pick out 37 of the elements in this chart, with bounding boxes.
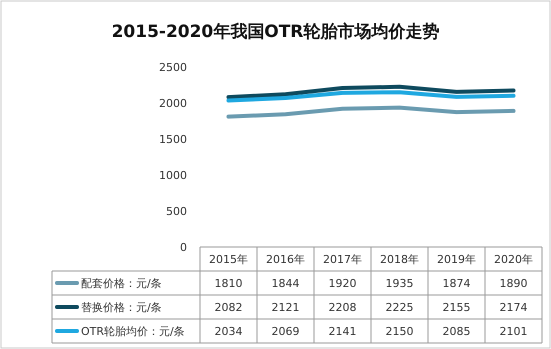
x-tick-label: 2016年 [266, 253, 305, 266]
data-label: 2085 [442, 325, 470, 338]
data-label: 2225 [386, 301, 414, 314]
x-tick-label: 2020年 [494, 253, 533, 266]
data-label: 1890 [500, 277, 528, 290]
chart-title: 2015-2020年我国OTR轮胎市场均价走势 [112, 22, 440, 42]
data-label: 1844 [272, 277, 300, 290]
legend-label: 配套价格：元/条 [81, 277, 162, 290]
y-tick-label: 0 [180, 241, 187, 254]
data-label: 2101 [500, 325, 528, 338]
x-tick-label: 2019年 [437, 253, 476, 266]
data-label: 2082 [214, 301, 242, 314]
data-label: 1920 [328, 277, 356, 290]
data-label: 2034 [214, 325, 242, 338]
data-label: 2069 [272, 325, 300, 338]
line-series [226, 90, 516, 103]
y-tick-label: 2000 [159, 97, 187, 110]
x-tick-label: 2015年 [209, 253, 248, 266]
data-label: 2174 [500, 301, 528, 314]
y-tick-label: 500 [166, 205, 187, 218]
data-label: 2121 [272, 301, 300, 314]
data-label: 1810 [214, 277, 242, 290]
data-label: 2150 [386, 325, 414, 338]
y-tick-label: 2500 [159, 61, 187, 74]
data-label: 2141 [328, 325, 356, 338]
data-label: 1874 [442, 277, 470, 290]
line-series [226, 106, 516, 119]
x-tick-label: 2017年 [323, 253, 362, 266]
data-label: 2155 [442, 301, 470, 314]
y-tick-label: 1000 [159, 169, 187, 182]
y-tick-label: 1500 [159, 133, 187, 146]
legend-label: 替换价格：元/条 [81, 301, 162, 314]
data-label: 1935 [386, 277, 414, 290]
legend-label: OTR轮胎均价：元/条 [81, 325, 185, 338]
line-series [226, 84, 516, 100]
x-tick-label: 2018年 [380, 253, 419, 266]
data-label: 2208 [328, 301, 356, 314]
